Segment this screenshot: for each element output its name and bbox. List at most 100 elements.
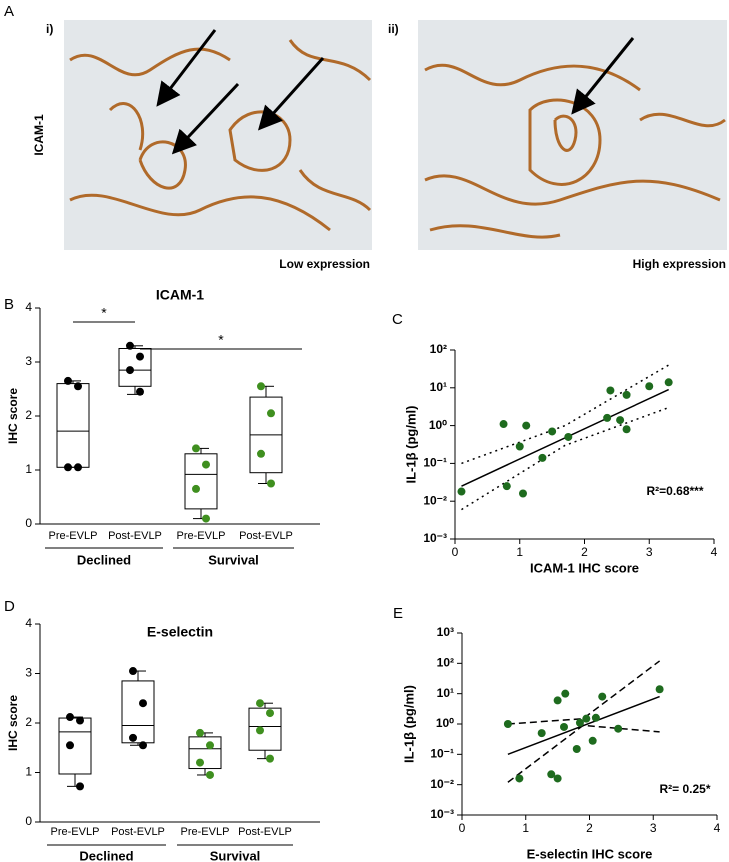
- panel-letter: A: [4, 3, 14, 20]
- y-tick-label: 10⁰: [429, 418, 447, 432]
- point: [561, 689, 570, 698]
- point: [129, 667, 137, 676]
- chart-title: E-selectin: [147, 624, 213, 640]
- point: [202, 514, 210, 523]
- point: [553, 696, 562, 705]
- group-label: Declined: [77, 552, 131, 567]
- y-tick-label: 0: [25, 516, 32, 530]
- point: [564, 432, 573, 441]
- x-tick-label: 1: [522, 821, 529, 835]
- ci-upper: [507, 660, 661, 725]
- y-tick-label: 2: [25, 715, 32, 729]
- box: [121, 680, 155, 744]
- point: [502, 482, 511, 491]
- y-tick-label: 10¹: [437, 686, 454, 700]
- ci-lower: [507, 724, 660, 783]
- point: [588, 736, 597, 745]
- panel-letter: E: [393, 605, 403, 622]
- point: [614, 724, 623, 733]
- x-tick-label: Post-EVLP: [108, 530, 162, 542]
- x-axis-label: ICAM-1 IHC score: [530, 560, 639, 575]
- point: [192, 484, 200, 493]
- point: [622, 390, 631, 399]
- row-label: ICAM-1: [32, 114, 46, 156]
- x-tick-label: 4: [714, 821, 721, 835]
- point: [499, 420, 508, 429]
- box: [248, 707, 282, 751]
- y-tick-label: 10⁻¹: [430, 747, 454, 761]
- point: [664, 378, 673, 387]
- y-tick-label: 10³: [437, 625, 454, 639]
- x-tick-label: Pre-EVLP: [51, 826, 100, 838]
- x-tick-label: 3: [650, 821, 657, 835]
- y-tick-label: 4: [25, 616, 32, 630]
- x-tick-label: Pre-EVLP: [181, 826, 230, 838]
- panel-letter: D: [4, 598, 15, 615]
- point: [266, 709, 274, 718]
- point: [538, 453, 547, 462]
- point: [64, 376, 72, 385]
- annotation: R²= 0.25*: [659, 782, 710, 796]
- point: [582, 714, 591, 723]
- y-tick-label: 10²: [430, 342, 447, 356]
- chart-title: ICAM-1: [156, 287, 204, 303]
- ci-upper: [461, 364, 670, 465]
- point: [547, 770, 556, 779]
- y-axis-label: IL-1β (pg/ml): [403, 406, 418, 484]
- y-tick-label: 10¹: [430, 380, 447, 394]
- y-axis-label: IL-1β (pg/ml): [401, 685, 416, 763]
- y-tick-label: 2: [25, 408, 32, 422]
- point: [515, 442, 524, 451]
- y-tick-label: 10⁰: [436, 716, 454, 730]
- x-axis-label: E-selectin IHC score: [527, 846, 653, 861]
- y-axis-label: IHC score: [6, 388, 20, 444]
- point: [76, 716, 84, 725]
- point: [591, 713, 600, 722]
- y-axis-label: IHC score: [6, 695, 20, 751]
- box: [58, 717, 92, 775]
- point: [74, 463, 82, 472]
- point: [548, 427, 557, 436]
- x-tick-label: Post-EVLP: [111, 826, 165, 838]
- point: [139, 741, 147, 750]
- point: [616, 416, 625, 425]
- significance-label: *: [101, 305, 107, 321]
- x-tick-label: Post-EVLP: [238, 826, 292, 838]
- y-tick-label: 3: [25, 666, 32, 680]
- y-tick-label: 1: [25, 765, 32, 779]
- micrograph: [64, 20, 372, 250]
- point: [74, 382, 82, 391]
- point: [192, 444, 200, 453]
- box: [184, 453, 218, 510]
- point: [76, 782, 84, 791]
- point: [553, 774, 562, 783]
- annotation: R²=0.68***: [646, 484, 703, 498]
- y-tick-label: 10²: [437, 656, 454, 670]
- point: [575, 718, 584, 727]
- point: [136, 387, 144, 396]
- point: [537, 729, 546, 738]
- point: [522, 421, 531, 430]
- point: [598, 692, 607, 701]
- x-tick-label: 3: [646, 545, 653, 559]
- point: [267, 479, 275, 488]
- y-tick-label: 10⁻³: [430, 807, 454, 821]
- point: [606, 386, 615, 395]
- point: [206, 741, 214, 750]
- y-tick-label: 1: [25, 462, 32, 476]
- point: [603, 413, 612, 422]
- point: [622, 425, 631, 434]
- panel-letter: B: [4, 296, 14, 313]
- y-tick-label: 10⁻²: [423, 493, 447, 507]
- x-tick-label: Pre-EVLP: [177, 530, 226, 542]
- x-tick-label: 1: [516, 545, 523, 559]
- image-caption: High expression: [633, 257, 726, 271]
- y-tick-label: 10⁻²: [430, 777, 454, 791]
- point: [66, 713, 74, 722]
- point: [515, 774, 524, 783]
- point: [196, 728, 204, 737]
- y-tick-label: 0: [25, 814, 32, 828]
- point: [256, 699, 264, 708]
- point: [503, 720, 512, 728]
- point: [560, 722, 568, 731]
